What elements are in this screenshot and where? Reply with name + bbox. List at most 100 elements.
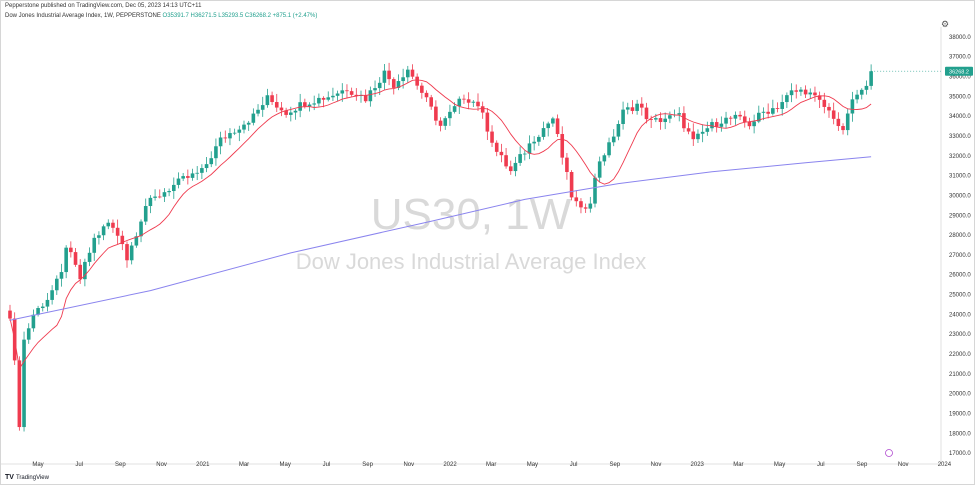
candle-body: [597, 161, 602, 178]
candle-body: [17, 360, 22, 428]
y-tick-label: 18000.0: [949, 431, 971, 437]
ohlc-values: O35391.7 H36271.5 L35293.5 C36268.2 +875…: [162, 13, 318, 19]
candle-body: [752, 121, 756, 127]
candle-body: [223, 137, 228, 139]
x-tick-label: 2024: [938, 462, 952, 468]
candle-body: [775, 108, 780, 109]
ma-lines-layer: [9, 79, 872, 370]
candle-body: [513, 162, 518, 172]
candle-body: [555, 118, 560, 135]
x-tick-label: Sep: [857, 462, 868, 468]
candle-body: [209, 158, 214, 165]
candle-body: [438, 120, 443, 126]
candle-body: [363, 95, 368, 102]
candle-body: [270, 95, 274, 103]
candle-body: [228, 133, 232, 139]
y-tick-label: 34000.0: [949, 114, 971, 120]
y-tick-label: 17000.0: [949, 451, 971, 457]
candle-body: [134, 236, 139, 246]
y-tick-label: 37000.0: [949, 55, 971, 61]
candle-body: [799, 89, 803, 92]
candle-body: [682, 113, 686, 129]
candle-body: [176, 178, 181, 185]
candle-body: [476, 101, 480, 107]
symbol-info: Dow Jones Industrial Average Index, 1W, …: [5, 13, 317, 19]
x-tick-label: 2023: [691, 462, 705, 468]
x-tick-label: Mar: [733, 462, 743, 468]
candle-body: [583, 207, 588, 209]
candle-body: [326, 97, 331, 100]
candle-body: [232, 132, 237, 134]
candle-body: [869, 71, 873, 86]
tradingview-logo[interactable]: TV TradingView: [5, 474, 49, 481]
x-tick-label: Sep: [362, 462, 373, 468]
candle-body: [321, 97, 326, 100]
candle-body: [246, 122, 251, 125]
candle-body: [420, 85, 424, 93]
candle-body: [710, 122, 714, 129]
x-tick-label: Nov: [898, 462, 909, 468]
candle-body: [785, 95, 789, 103]
time-axis[interactable]: May Jul Sep Nov 2021 Mar May Jul Sep Nov 2022 Mar Ma…: [1, 462, 952, 468]
candle-body: [714, 122, 719, 127]
candle-body: [55, 278, 59, 291]
candle-body: [317, 97, 321, 104]
candle-body: [237, 129, 242, 133]
candle-body: [719, 123, 724, 127]
candle-body: [78, 264, 82, 280]
candle-body: [312, 103, 316, 105]
candle-body: [593, 177, 597, 204]
candle-body: [490, 131, 494, 143]
candle-body: [771, 108, 775, 114]
candle-body: [354, 94, 359, 96]
candle-body: [789, 90, 794, 96]
candle-body: [565, 157, 569, 173]
candle-body: [677, 113, 682, 115]
candle-body: [855, 94, 859, 100]
candle-body: [22, 339, 26, 428]
y-tick-label: 19000.0: [949, 411, 971, 417]
y-tick-label: 26000.0: [949, 273, 971, 279]
candle-body: [518, 154, 522, 163]
x-tick-label: Nov: [403, 462, 414, 468]
candle-body: [31, 314, 36, 329]
short-moving-average-line: [9, 79, 872, 370]
tradingview-brand: TradingView: [15, 474, 49, 481]
candle-body: [663, 118, 667, 123]
y-tick-label: 23000.0: [949, 332, 971, 338]
x-tick-label: Jul: [570, 462, 578, 468]
chart-settings-icon[interactable]: ⚙: [940, 19, 950, 29]
x-tick-label: 2021: [196, 462, 210, 468]
candle-body: [120, 235, 125, 245]
candle-body: [181, 176, 185, 179]
candle-body: [157, 196, 162, 198]
y-tick-label: 30000.0: [949, 193, 971, 199]
candle-body: [406, 69, 410, 78]
price-axis[interactable]: 17000.0 18000.0 19000.0 20000.0 21000.0 22000…: [940, 27, 971, 463]
candle-body: [630, 107, 635, 111]
candle-body: [190, 173, 195, 178]
candle-body: [59, 272, 64, 279]
publisher-line: Pepperstone published on TradingView.com…: [5, 3, 202, 9]
y-tick-label: 24000.0: [949, 312, 971, 318]
y-tick-label: 21000.0: [949, 372, 971, 378]
candle-body: [349, 91, 354, 95]
candle-body: [387, 70, 391, 80]
candle-body: [658, 118, 663, 123]
candle-body: [64, 247, 68, 273]
candle-body: [345, 90, 349, 92]
candle-body: [298, 102, 302, 111]
candle-body: [265, 95, 270, 106]
candle-body: [504, 155, 508, 167]
candle-body: [738, 114, 742, 117]
y-tick-label: 22000.0: [949, 352, 971, 358]
candle-body: [560, 134, 565, 158]
candle-body: [172, 184, 176, 192]
candle-body: [69, 247, 73, 253]
candle-body: [700, 131, 705, 134]
x-tick-label: May: [280, 462, 291, 468]
symbol-name[interactable]: Dow Jones Industrial Average Index, 1W, …: [5, 13, 161, 19]
x-tick-label: Sep: [115, 462, 126, 468]
